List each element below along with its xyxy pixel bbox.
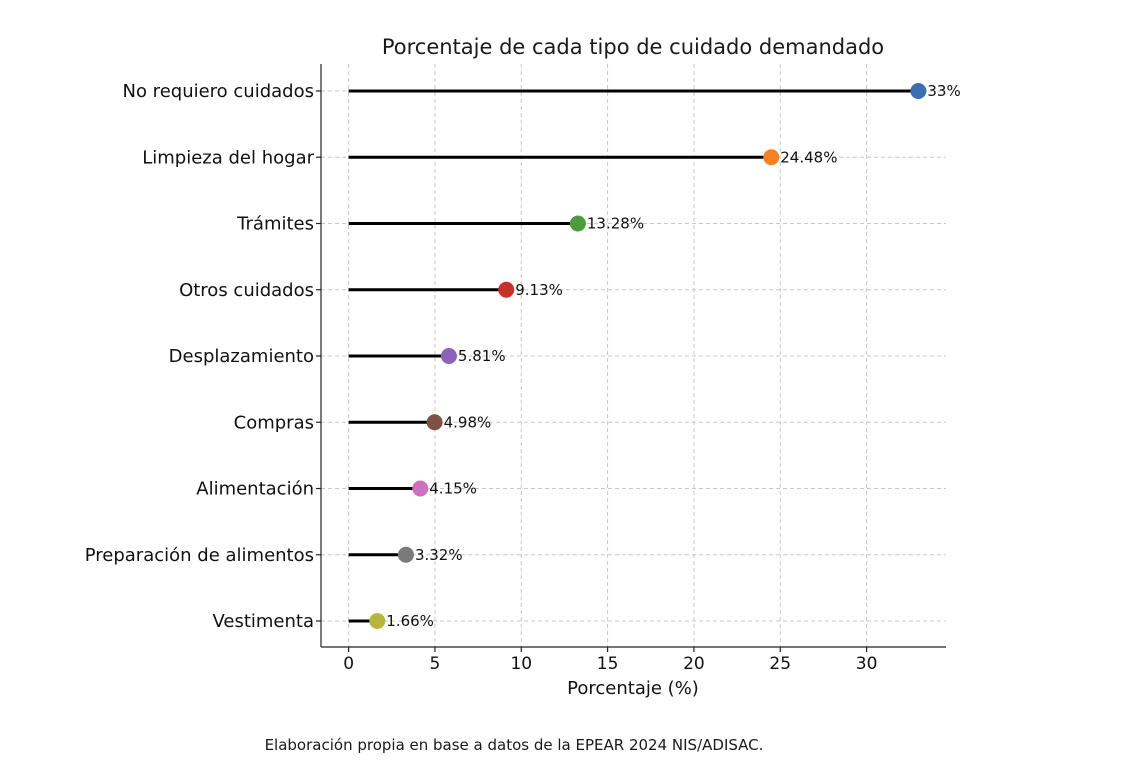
lollipop-dot: [440, 348, 457, 364]
x-tick-label: 25: [769, 654, 791, 674]
lollipop-dot: [498, 281, 515, 298]
category-label: Vestimenta: [212, 611, 314, 632]
lollipop-dot: [412, 480, 429, 497]
lollipop-dot: [910, 83, 927, 99]
x-ticks: 0 5 10 15 20 25 30: [343, 647, 877, 674]
value-label: 5.81%: [458, 347, 506, 365]
data-labels: 33% 24.48% 13.28% 9.13% 5.81% 4.98% 4.15% 3.32%…: [386, 82, 960, 630]
lollipop-dot: [763, 149, 780, 166]
lollipop-dot: [369, 613, 386, 629]
category-label: Preparación de alimentos: [85, 545, 314, 566]
lollipop-dot: [569, 215, 586, 232]
lollipop-dot: [397, 546, 414, 563]
value-label: 9.13%: [515, 281, 563, 299]
x-tick-label: 20: [683, 654, 705, 674]
dots: [369, 83, 927, 629]
x-tick-label: 5: [430, 654, 441, 674]
category-labels: No requiero cuidados Limpieza del hogar Tr…: [85, 81, 321, 632]
value-label: 3.32%: [415, 546, 463, 564]
category-label: Trámites: [236, 214, 314, 235]
chart-title: Porcentaje de cada tipo de cuidado deman…: [382, 35, 884, 59]
x-tick-label: 15: [597, 654, 619, 674]
value-label: 33%: [927, 82, 960, 100]
source-note: Elaboración propia en base a datos de la…: [265, 736, 764, 754]
x-axis-label: Porcentaje (%): [567, 678, 699, 699]
value-label: 13.28%: [587, 215, 644, 233]
x-tick-label: 10: [510, 654, 532, 674]
value-label: 24.48%: [780, 148, 837, 166]
category-label: Limpieza del hogar: [142, 147, 314, 168]
x-tick-label: 0: [343, 654, 354, 674]
value-label: 4.98%: [444, 413, 492, 431]
category-label: Alimentación: [196, 479, 314, 500]
stems: [348, 89, 919, 623]
category-label: Desplazamiento: [169, 346, 314, 367]
category-label: Otros cuidados: [179, 280, 314, 301]
category-label: Compras: [234, 412, 314, 433]
x-tick-label: 30: [856, 654, 878, 674]
value-label: 4.15%: [429, 480, 477, 498]
value-label: 1.66%: [386, 612, 434, 630]
category-label: No requiero cuidados: [122, 81, 314, 102]
lollipop-dot: [426, 414, 443, 431]
